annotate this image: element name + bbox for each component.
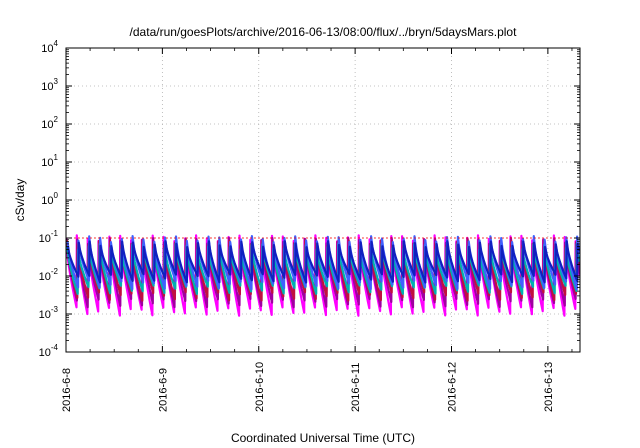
y-tick-label: 10-3: [39, 305, 59, 321]
y-tick-label: 10-2: [39, 267, 59, 283]
series-layer: [66, 234, 580, 317]
grid: [66, 48, 580, 352]
x-tick-label: 2016-6-13: [543, 362, 555, 412]
x-axis: 2016-6-8 2016-6-9 2016-6-10 2016-6-11 2016-6…: [61, 48, 573, 412]
y-tick-label: 104: [41, 39, 58, 55]
y-tick-label: 102: [41, 115, 58, 131]
y-tick-exponent: -3: [51, 305, 59, 314]
y-axis-label: cSv/day: [13, 179, 27, 222]
y-tick-exponent: 2: [54, 115, 59, 124]
y-tick-base: 10: [39, 347, 51, 359]
y-tick-exponent: 3: [54, 77, 59, 86]
y-tick-exponent: -4: [51, 343, 59, 352]
y-tick-label: 101: [41, 153, 58, 169]
y-tick-exponent: -2: [51, 267, 59, 276]
series-line: [66, 240, 580, 284]
x-tick-label: 2016-6-12: [447, 362, 459, 412]
series-line: [66, 238, 580, 302]
y-tick-exponent: 4: [54, 39, 59, 48]
chart-title: /data/run/goesPlots/archive/2016-06-13/0…: [130, 25, 518, 39]
y-tick-base: 10: [41, 81, 53, 93]
y-tick-label: 103: [41, 77, 58, 93]
y-tick-label: 10-4: [39, 343, 59, 359]
y-tick-exponent: 1: [54, 153, 59, 162]
x-tick-label: 2016-6-11: [350, 363, 362, 412]
y-tick-base: 10: [41, 119, 53, 131]
y-tick-base: 10: [39, 309, 51, 321]
x-tick-label: 2016-6-10: [254, 362, 266, 412]
x-tick-label: 2016-6-9: [157, 368, 169, 412]
x-axis-label: Coordinated Universal Time (UTC): [231, 431, 415, 445]
series-line: [66, 236, 580, 309]
y-tick-base: 10: [39, 233, 51, 245]
y-tick-base: 10: [41, 43, 53, 55]
y-tick-exponent: 0: [54, 191, 59, 200]
x-tick-label: 2016-6-8: [61, 368, 73, 412]
y-tick-label: 100: [41, 191, 58, 207]
y-tick-base: 10: [41, 157, 53, 169]
y-tick-label: 10-1: [39, 229, 59, 245]
series-line: [66, 242, 580, 295]
y-tick-base: 10: [41, 195, 53, 207]
y-tick-base: 10: [39, 271, 51, 283]
y-tick-exponent: -1: [51, 229, 59, 238]
